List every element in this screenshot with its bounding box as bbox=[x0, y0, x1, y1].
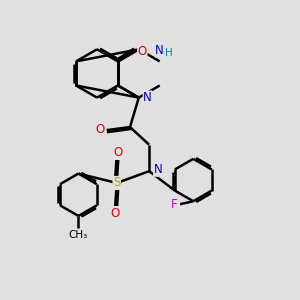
Text: H: H bbox=[165, 48, 173, 58]
Text: O: O bbox=[111, 206, 120, 220]
Text: F: F bbox=[170, 198, 177, 211]
Text: S: S bbox=[113, 176, 120, 190]
Text: O: O bbox=[95, 124, 104, 136]
Text: O: O bbox=[114, 146, 123, 159]
Text: N: N bbox=[155, 44, 164, 57]
Text: O: O bbox=[138, 45, 147, 58]
Text: N: N bbox=[143, 91, 152, 104]
Text: N: N bbox=[154, 163, 162, 176]
Text: CH₃: CH₃ bbox=[69, 230, 88, 240]
